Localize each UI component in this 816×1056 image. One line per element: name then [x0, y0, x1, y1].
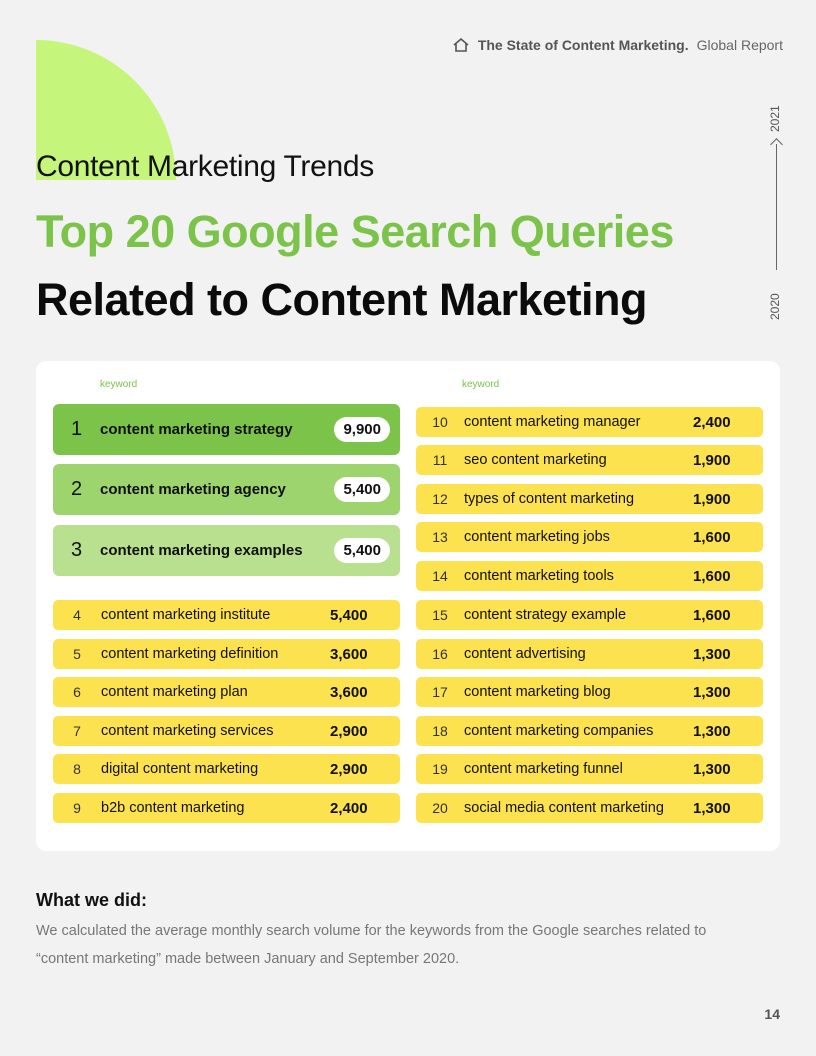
query-rank: 10: [432, 414, 448, 430]
query-rank: 14: [432, 568, 448, 584]
query-volume: 5,400: [334, 477, 390, 502]
page-title-line1: Top 20 Google Search Queries: [36, 206, 674, 257]
query-rank: 9: [73, 800, 81, 816]
timeline-line: [776, 144, 777, 270]
query-keyword: content strategy example: [464, 607, 627, 623]
query-row: 7 content marketing services 2,900: [53, 716, 400, 746]
query-volume: 1,300: [693, 799, 731, 817]
query-rank: 18: [432, 723, 448, 739]
query-row: 14 content marketing tools 1,600: [416, 561, 763, 591]
query-volume: 1,600: [693, 567, 731, 585]
query-keyword: content marketing definition: [101, 646, 279, 662]
report-subtitle: Global Report: [696, 37, 783, 53]
column-label-right: keyword: [462, 379, 500, 390]
query-keyword: content marketing agency: [100, 481, 286, 498]
query-row: 12 types of content marketing 1,900: [416, 484, 763, 514]
query-keyword: content marketing manager: [464, 414, 641, 430]
query-keyword: types of content marketing: [464, 491, 635, 507]
query-row: 11 seo content marketing 1,900: [416, 445, 763, 475]
query-row: 10 content marketing manager 2,400: [416, 407, 763, 437]
query-volume: 2,400: [330, 799, 368, 817]
query-keyword: content marketing blog: [464, 684, 611, 700]
query-row: 13 content marketing jobs 1,600: [416, 522, 763, 552]
report-header: The State of Content Marketing. Global R…: [452, 37, 783, 53]
methodology-text: We calculated the average monthly search…: [36, 923, 707, 967]
timeline-year-start: 2020: [768, 293, 782, 320]
query-row: 8 digital content marketing 2,900: [53, 754, 400, 784]
query-row: 16 content advertising 1,300: [416, 639, 763, 669]
query-keyword: b2b content marketing: [101, 800, 245, 816]
year-timeline: 2021 2020: [764, 100, 790, 322]
query-keyword: seo content marketing: [464, 452, 607, 468]
section-label: Content Marketing Trends: [36, 150, 374, 183]
query-volume: 9,900: [334, 417, 390, 442]
query-rank: 5: [73, 646, 81, 662]
query-rank: 7: [73, 723, 81, 739]
query-keyword: content marketing institute: [101, 607, 271, 623]
home-icon[interactable]: [452, 37, 470, 53]
query-row: 9 b2b content marketing 2,400: [53, 793, 400, 823]
query-volume: 1,900: [693, 490, 731, 508]
column-label-left: keyword: [100, 379, 138, 390]
query-row: 4 content marketing institute 5,400: [53, 600, 400, 630]
query-volume: 1,300: [693, 645, 731, 663]
query-rank: 13: [432, 529, 448, 545]
query-volume: 3,600: [330, 645, 368, 663]
query-rank: 1: [70, 418, 83, 440]
query-volume: 2,900: [330, 760, 368, 778]
query-volume: 1,900: [693, 451, 731, 469]
query-rank: 16: [432, 646, 448, 662]
report-brand: The State of Content Marketing.: [477, 37, 689, 53]
query-row: 19 content marketing funnel 1,300: [416, 754, 763, 784]
query-keyword: content marketing strategy: [100, 421, 293, 438]
methodology-title: What we did:: [36, 890, 147, 910]
query-keyword: content marketing examples: [100, 542, 303, 559]
page-title-line2: Related to Content Marketing: [36, 274, 648, 325]
query-row: 15 content strategy example 1,600: [416, 600, 763, 630]
query-volume: 5,400: [334, 538, 390, 563]
query-rank: 15: [432, 607, 448, 623]
query-row: 18 content marketing companies 1,300: [416, 716, 763, 746]
query-keyword: content marketing tools: [464, 568, 614, 584]
top-query-row: 1 content marketing strategy 9,900: [53, 404, 400, 455]
query-volume: 1,600: [693, 606, 731, 624]
query-keyword: content marketing jobs: [464, 529, 610, 545]
query-volume: 2,900: [330, 722, 368, 740]
query-keyword: content marketing funnel: [464, 761, 623, 777]
query-row: 5 content marketing definition 3,600: [53, 639, 400, 669]
query-rank: 12: [432, 491, 448, 507]
query-rank: 17: [432, 684, 448, 700]
query-row: 6 content marketing plan 3,600: [53, 677, 400, 707]
query-keyword: digital content marketing: [101, 761, 259, 777]
query-keyword: content advertising: [464, 646, 586, 662]
query-row: 20 social media content marketing 1,300: [416, 793, 763, 823]
query-volume: 3,600: [330, 683, 368, 701]
top-query-row: 2 content marketing agency 5,400: [53, 464, 400, 515]
timeline-year-end: 2021: [768, 105, 782, 132]
top-query-row: 3 content marketing examples 5,400: [53, 525, 400, 576]
query-keyword: content marketing plan: [101, 684, 248, 700]
query-volume: 1,300: [693, 683, 731, 701]
query-rank: 11: [432, 452, 448, 468]
query-volume: 5,400: [330, 606, 368, 624]
query-volume: 1,300: [693, 722, 731, 740]
query-volume: 1,300: [693, 760, 731, 778]
query-rank: 19: [432, 761, 448, 777]
query-rank: 4: [73, 607, 81, 623]
query-volume: 2,400: [693, 413, 731, 431]
query-row: 17 content marketing blog 1,300: [416, 677, 763, 707]
query-rank: 6: [73, 684, 81, 700]
query-volume: 1,600: [693, 528, 731, 546]
query-rank: 8: [73, 761, 81, 777]
query-rank: 20: [432, 800, 448, 816]
page-number: 14: [764, 1006, 780, 1022]
query-rank: 2: [70, 478, 83, 500]
query-rank: 3: [70, 539, 83, 561]
query-keyword: content marketing companies: [464, 723, 654, 739]
query-keyword: social media content marketing: [464, 800, 664, 816]
query-keyword: content marketing services: [101, 723, 274, 739]
